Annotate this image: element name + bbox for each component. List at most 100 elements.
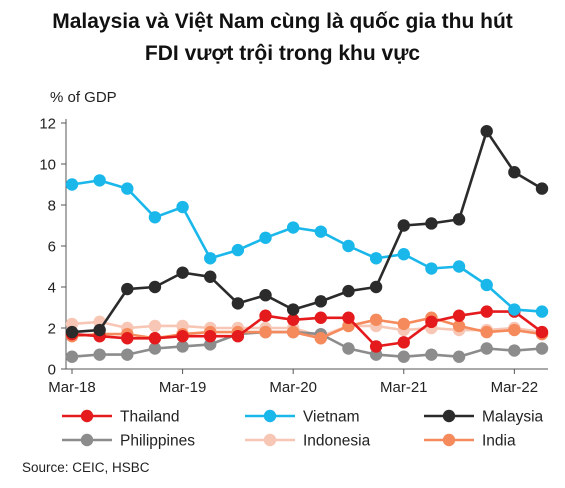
- legend-marker-malaysia: [442, 409, 456, 423]
- data-point-vietnam: [93, 174, 106, 187]
- x-tick-label: Mar-19: [159, 379, 207, 396]
- series-line-vietnam: [71, 179, 543, 313]
- data-point-malaysia: [508, 166, 521, 179]
- y-tick-label: 12: [39, 116, 56, 133]
- x-tick-label: Mar-20: [269, 379, 317, 396]
- legend-label-thailand: Thailand: [120, 409, 179, 426]
- data-point-india: [508, 323, 521, 337]
- data-point-philippines: [93, 348, 106, 361]
- data-point-philippines: [121, 348, 134, 361]
- data-point-thailand: [342, 311, 355, 324]
- data-point-philippines: [342, 342, 355, 355]
- data-point-thailand: [480, 305, 493, 318]
- data-point-thailand: [314, 311, 328, 324]
- y-tick-label: 8: [48, 198, 56, 215]
- data-point-philippines: [397, 350, 410, 363]
- data-point-malaysia: [342, 284, 355, 298]
- data-point-philippines: [452, 350, 466, 363]
- y-tick-label: 4: [48, 280, 56, 297]
- y-tick-label: 0: [48, 362, 56, 379]
- data-point-philippines: [65, 350, 79, 363]
- data-point-philippines: [535, 342, 549, 355]
- data-point-india: [452, 319, 466, 333]
- x-tick-label: Mar-18: [48, 379, 96, 396]
- x-tick-label: Mar-22: [491, 379, 539, 396]
- data-point-vietnam: [425, 262, 438, 275]
- data-point-philippines: [148, 342, 162, 355]
- legend-label-indonesia: Indonesia: [303, 433, 371, 450]
- data-point-malaysia: [535, 182, 549, 195]
- data-point-malaysia: [452, 213, 466, 226]
- series-line-malaysia: [71, 129, 543, 334]
- chart-title-line-1: Malaysia và Việt Nam cùng là quốc gia th…: [52, 10, 513, 33]
- data-point-malaysia: [93, 323, 106, 337]
- data-point-vietnam: [535, 305, 549, 318]
- data-point-malaysia: [148, 280, 162, 294]
- data-point-malaysia: [231, 297, 245, 310]
- data-point-vietnam: [204, 252, 217, 265]
- data-point-vietnam: [480, 278, 493, 292]
- data-point-philippines: [176, 340, 189, 353]
- data-point-thailand: [204, 330, 217, 343]
- data-point-philippines: [508, 344, 521, 357]
- data-point-thailand: [425, 315, 438, 329]
- data-point-india: [480, 325, 493, 339]
- data-point-thailand: [121, 332, 134, 345]
- data-point-vietnam: [314, 225, 328, 238]
- chart-title: Malaysia và Việt Nam cùng là quốc gia th…: [0, 6, 565, 70]
- data-point-thailand: [176, 330, 189, 343]
- data-point-thailand: [535, 325, 549, 339]
- data-point-thailand: [148, 332, 162, 345]
- data-point-malaysia: [397, 219, 410, 232]
- data-point-thailand: [452, 309, 466, 322]
- data-point-vietnam: [342, 239, 355, 253]
- x-tick-label: Mar-21: [380, 379, 428, 396]
- data-point-vietnam: [508, 303, 521, 316]
- source-note: Source: CEIC, HSBC: [22, 460, 150, 475]
- data-point-vietnam: [65, 178, 79, 191]
- data-point-india: [259, 325, 272, 339]
- legend-label-philippines: Philippines: [120, 433, 195, 450]
- data-point-vietnam: [369, 252, 383, 265]
- data-point-malaysia: [176, 266, 189, 279]
- data-point-malaysia: [204, 270, 217, 283]
- data-point-vietnam: [231, 243, 245, 257]
- data-point-vietnam: [176, 200, 189, 214]
- chart-title-line-2: FDI vượt trội trong khu vực: [144, 42, 421, 65]
- data-point-vietnam: [397, 248, 410, 261]
- data-point-malaysia: [314, 295, 328, 308]
- data-point-vietnam: [121, 182, 134, 195]
- legend-marker-philippines: [80, 433, 94, 447]
- data-point-malaysia: [121, 282, 134, 296]
- legend-label-india: India: [482, 433, 516, 450]
- data-point-india: [314, 332, 328, 345]
- data-point-thailand: [286, 313, 300, 326]
- data-point-malaysia: [480, 125, 493, 138]
- legend-label-vietnam: Vietnam: [303, 409, 360, 426]
- data-point-malaysia: [425, 217, 438, 230]
- data-point-vietnam: [286, 221, 300, 234]
- data-point-vietnam: [452, 260, 466, 273]
- data-point-vietnam: [259, 231, 272, 244]
- legend-label-malaysia: Malaysia: [482, 409, 544, 426]
- data-point-philippines: [480, 342, 493, 355]
- y-tick-label: 10: [39, 157, 56, 174]
- y-tick-label: 2: [48, 321, 56, 338]
- data-point-malaysia: [65, 325, 79, 339]
- legend-marker-india: [442, 433, 456, 447]
- data-point-india: [369, 313, 383, 326]
- legend-marker-thailand: [80, 409, 94, 423]
- data-point-malaysia: [369, 280, 383, 294]
- legend-marker-vietnam: [263, 409, 277, 423]
- data-point-india: [397, 317, 410, 331]
- y-axis-label: % of GDP: [50, 89, 117, 106]
- data-point-malaysia: [259, 289, 272, 302]
- y-tick-label: 6: [48, 239, 56, 256]
- data-point-thailand: [369, 340, 383, 353]
- data-point-vietnam: [148, 211, 162, 224]
- data-point-thailand: [397, 336, 410, 349]
- data-point-thailand: [259, 309, 272, 322]
- data-point-india: [286, 325, 300, 339]
- data-point-indonesia: [148, 319, 162, 333]
